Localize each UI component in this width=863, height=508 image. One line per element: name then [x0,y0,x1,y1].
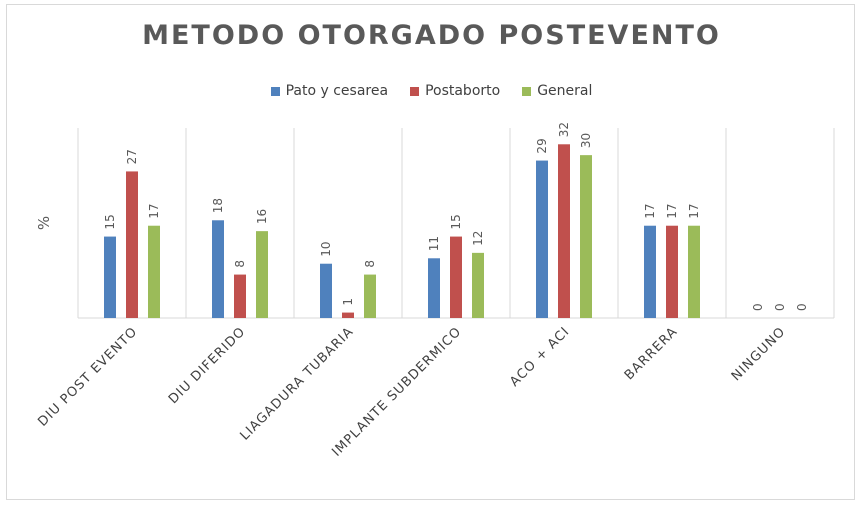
data-label: 8 [363,260,377,268]
bar [558,144,570,318]
data-label: 10 [319,241,333,256]
legend-label-series-3: General [537,83,593,99]
x-tick-label: ACO + ACI [507,324,573,390]
data-label: 17 [687,203,701,218]
x-tick-label: DIU DIFERIDO [166,324,249,407]
legend-label-series-2: Postaborto [425,83,501,99]
data-label: 8 [233,260,247,268]
legend-swatch-series-2 [410,86,420,96]
data-label: 30 [579,133,593,148]
bar [104,236,116,318]
bar [472,252,484,318]
x-tick-label: NINGUNO [729,324,789,384]
x-tick-label: BARRERA [622,324,681,383]
bar [450,236,462,318]
legend-item-series-2: Postaborto [410,80,500,102]
data-label: 32 [557,122,571,137]
data-label: 27 [125,149,139,164]
data-label: 0 [751,303,765,311]
data-label: 0 [773,303,787,311]
data-label: 15 [449,214,463,229]
x-tick-label: DIU POST EVENTO [35,324,140,429]
x-tick-label: LIAGADURA TUBARIA [237,324,356,443]
data-label: 11 [427,236,441,251]
legend-item-series-3: General [522,80,592,102]
legend-swatch-series-3 [522,86,532,96]
bar [256,231,268,318]
bar [536,160,548,318]
bar [148,225,160,318]
data-label: 16 [255,209,269,224]
bar [644,225,656,318]
data-label: 1 [341,298,355,306]
legend-item-series-1: Pato y cesarea [270,80,389,102]
data-label: 29 [535,138,549,153]
data-label: 17 [147,203,161,218]
bar [342,312,354,318]
bar [364,274,376,318]
data-label: 17 [643,203,657,218]
x-tick-label: IMPLANTE SUBDERMICO [329,324,465,460]
bar [580,155,592,318]
chart-legend: Pato y cesarea Postaborto General [0,80,863,102]
bar [320,263,332,318]
data-label: 17 [665,203,679,218]
bar [212,220,224,318]
chart-title: METODO OTORGADO POSTEVENTO [142,20,721,51]
bar [688,225,700,318]
bar [666,225,678,318]
data-label: 18 [211,198,225,213]
data-label: 12 [471,231,485,246]
bar [428,258,440,318]
data-label: 0 [795,303,809,311]
bar [126,171,138,318]
chart-frame [6,4,855,500]
data-label: 15 [103,214,117,229]
legend-label-series-1: Pato y cesarea [285,83,389,99]
bar [234,274,246,318]
legend-swatch-series-1 [270,86,280,96]
